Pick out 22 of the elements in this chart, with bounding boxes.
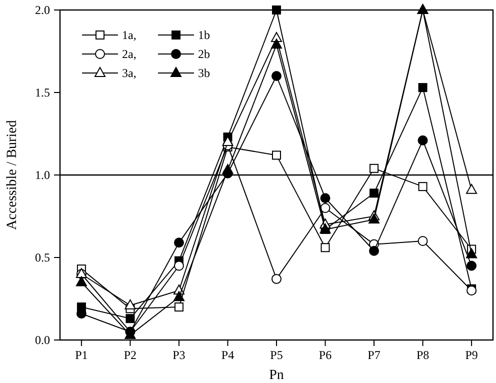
x-tick-label: P2 [124, 348, 137, 362]
x-axis-title: Pn [269, 368, 284, 383]
y-tick-label: 2.0 [35, 3, 50, 17]
legend-label: 3b [198, 66, 210, 80]
legend-label: 1b [198, 28, 210, 42]
legend-label: 2a, [122, 47, 136, 61]
x-tick-label: P3 [172, 348, 186, 362]
x-tick-label: P5 [270, 348, 283, 362]
x-tick-label: P7 [368, 348, 380, 362]
x-tick-label: P9 [465, 348, 478, 362]
x-tick-label: P4 [221, 348, 234, 362]
y-axis-title: Accessible / Buried [5, 120, 20, 230]
y-tick-label: 1.0 [35, 168, 50, 182]
legend-label: 2b [198, 47, 210, 61]
x-tick-label: P8 [416, 348, 430, 362]
legend-label: 3a, [122, 66, 136, 80]
y-tick-label: 1.5 [35, 86, 50, 100]
x-tick-label: P1 [75, 348, 88, 362]
legend-label: 1a, [122, 28, 136, 42]
x-tick-label: P6 [318, 348, 332, 362]
y-tick-label: 0.5 [35, 250, 50, 264]
y-tick-label: 0.0 [35, 333, 50, 347]
